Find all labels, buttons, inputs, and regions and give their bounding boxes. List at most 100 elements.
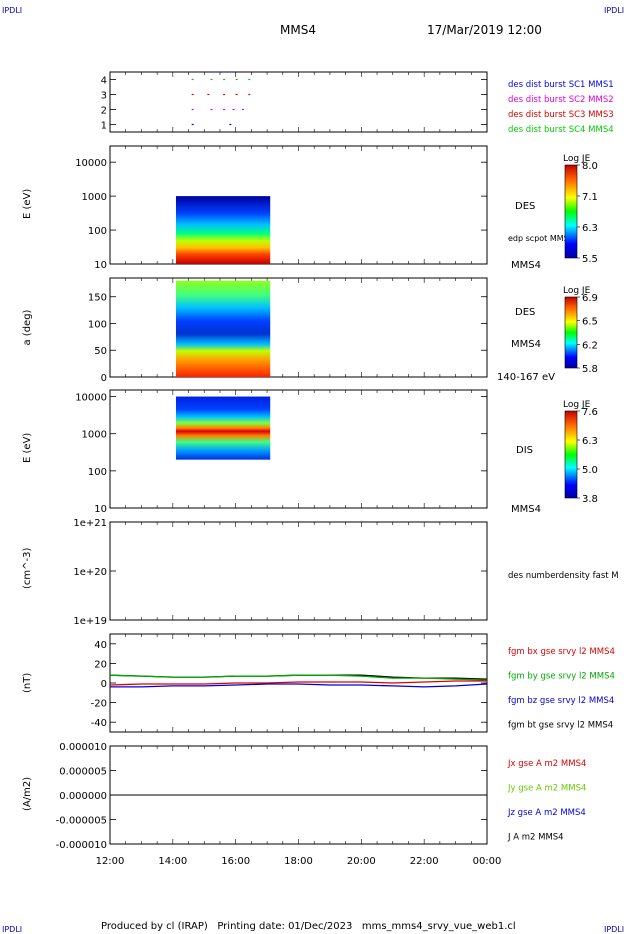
current-y-tick-label: 0.000000 <box>59 791 107 802</box>
colorbar-tick-label: 3.8 <box>582 494 598 505</box>
corner-label-bottom-right: IPDLI <box>604 925 624 934</box>
burst-mark <box>191 78 194 81</box>
colorbar-tick-label: 6.3 <box>582 436 598 447</box>
burst-mark <box>235 78 238 81</box>
colorbar <box>564 164 578 259</box>
des-pitch-y-tick-label: 150 <box>88 293 107 304</box>
burst-mark <box>232 108 235 111</box>
corner-label-left: IPDLI <box>2 6 22 15</box>
dis-energy-ylabel: E (eV) <box>22 433 33 463</box>
current-legend-item: Jz gse A m2 MMS4 <box>507 808 586 818</box>
density-y-tick-label: 1e+21 <box>73 518 107 529</box>
current-y-tick-label: -0.000005 <box>56 816 107 827</box>
colorbar-tick-label: 5.8 <box>582 364 598 375</box>
panel-burst-frame <box>109 71 488 133</box>
des-pitch-y-tick-label: 50 <box>94 346 107 357</box>
fgm-y-tick-label: 20 <box>94 659 107 670</box>
burst-mark <box>191 123 194 126</box>
dis-energy-below: MMS4 <box>511 504 541 515</box>
colorbar-tick-label: 7.1 <box>582 192 598 203</box>
current-y-tick-label: -0.000010 <box>56 840 107 851</box>
panel-fgm-frame <box>109 633 488 733</box>
panels: 4 3 2 1 des dist burst SC1 MMS1 des dist burs… <box>22 71 619 851</box>
dis-energy-spectrogram <box>175 396 271 460</box>
current-legend-item: Jx gse A m2 MMS4 <box>507 759 586 769</box>
colorbar-tick-label: 6.2 <box>582 340 598 351</box>
burst-mark <box>248 78 251 81</box>
colorbar-title: Log JE <box>563 154 591 164</box>
time-axis: 12:00 14:00 16:00 18:00 20:00 22:00 00:00 <box>96 856 502 867</box>
colorbar-tick-label: 6.9 <box>582 293 598 304</box>
des-energy-below: MMS4 <box>511 260 541 271</box>
burst-legend-item: des dist burst SC1 MMS1 <box>508 80 614 90</box>
des-energy-y-tick-label: 10 <box>94 260 107 271</box>
des-energy-y-tick-label: 100 <box>88 226 107 237</box>
dis-energy-label: DIS <box>516 445 533 456</box>
density-y-tick-label: 1e+20 <box>73 567 107 578</box>
burst-legend-item: des dist burst SC3 MMS3 <box>508 110 614 120</box>
des-pitch-below: 140-167 eV <box>497 372 555 383</box>
burst-mark <box>210 108 213 111</box>
burst-mark <box>207 93 210 96</box>
colorbar-tick-label: 7.6 <box>582 407 598 418</box>
burst-mark <box>223 78 226 81</box>
panel-des-pitch-frame <box>109 277 488 378</box>
colorbar-tick-label: 6.5 <box>582 317 598 328</box>
burst-mark <box>223 93 226 96</box>
colorbar <box>564 410 578 499</box>
current-legend-item: J A m2 MMS4 <box>507 833 564 843</box>
time-tick-label: 22:00 <box>410 856 439 867</box>
time-tick-label: 18:00 <box>284 856 313 867</box>
des-energy-y-tick-label: 1000 <box>82 192 107 203</box>
colorbar-title: Log JE <box>563 286 591 296</box>
burst-mark <box>223 108 226 111</box>
burst-mark <box>210 78 213 81</box>
des-pitch-y-tick-label: 0 <box>101 373 107 384</box>
time-tick-label: 16:00 <box>221 856 250 867</box>
burst-legend-item: des dist burst SC4 MMS4 <box>508 125 614 135</box>
burst-mark <box>191 93 194 96</box>
fgm-legend-item: fgm by gse srvy l2 MMS4 <box>508 672 615 682</box>
fgm-legend-item: fgm bz gse srvy l2 MMS4 <box>508 696 614 706</box>
des-energy-label: DES <box>515 201 535 212</box>
density-ylabel: (cm^-3) <box>22 548 33 589</box>
des-pitch-label: DES <box>515 307 535 318</box>
time-tick-label: 00:00 <box>473 856 502 867</box>
dis-energy-y-tick-label: 10000 <box>75 393 107 404</box>
time-tick-label: 12:00 <box>96 856 125 867</box>
fgm-series-line <box>109 674 488 681</box>
time-tick-label: 20:00 <box>347 856 376 867</box>
des-pitch-sublabel: MMS4 <box>511 339 541 350</box>
burst-mark <box>235 93 238 96</box>
time-tick-label: 14:00 <box>158 856 187 867</box>
des-energy-y-tick-label: 10000 <box>75 158 107 169</box>
datetime-title: 17/Mar/2019 12:00 <box>427 23 542 37</box>
panel-dis-energy-frame <box>109 389 488 509</box>
des-pitch-y-tick-label: 100 <box>88 319 107 330</box>
des-energy-spectrogram <box>175 196 271 264</box>
burst-y-tick-label: 3 <box>101 91 107 102</box>
fgm-y-tick-label: -20 <box>91 699 107 710</box>
burst-y-tick-label: 2 <box>101 106 107 117</box>
colorbar-tick-label: 5.0 <box>582 465 598 476</box>
burst-y-tick-label: 4 <box>101 76 107 87</box>
spacecraft-title: MMS4 <box>280 23 316 37</box>
fgm-legend-item: fgm bt gse srvy l2 MMS4 <box>508 721 613 731</box>
footer-text: Produced by cl (IRAP) Printing date: 01/… <box>101 921 516 932</box>
burst-y-tick-label: 1 <box>101 121 107 132</box>
panel-density-frame <box>109 521 488 621</box>
fgm-ylabel: (nT) <box>22 673 33 693</box>
colorbar-tick-label: 6.3 <box>582 223 598 234</box>
panel-des-energy-frame <box>109 145 488 265</box>
current-y-tick-label: 0.000005 <box>59 767 107 778</box>
dis-energy-y-tick-label: 100 <box>88 467 107 478</box>
des-energy-sublabel: edp scpot MMS4 <box>508 234 574 243</box>
density-y-tick-label: 1e+19 <box>73 616 107 627</box>
fgm-y-tick-label: 0 <box>101 679 107 690</box>
fgm-series-line <box>110 683 488 688</box>
colorbar-tick-label: 5.5 <box>582 254 598 265</box>
dis-energy-y-tick-label: 1000 <box>82 430 107 441</box>
current-ylabel: (A/m2) <box>22 777 33 811</box>
burst-mark <box>241 108 244 111</box>
